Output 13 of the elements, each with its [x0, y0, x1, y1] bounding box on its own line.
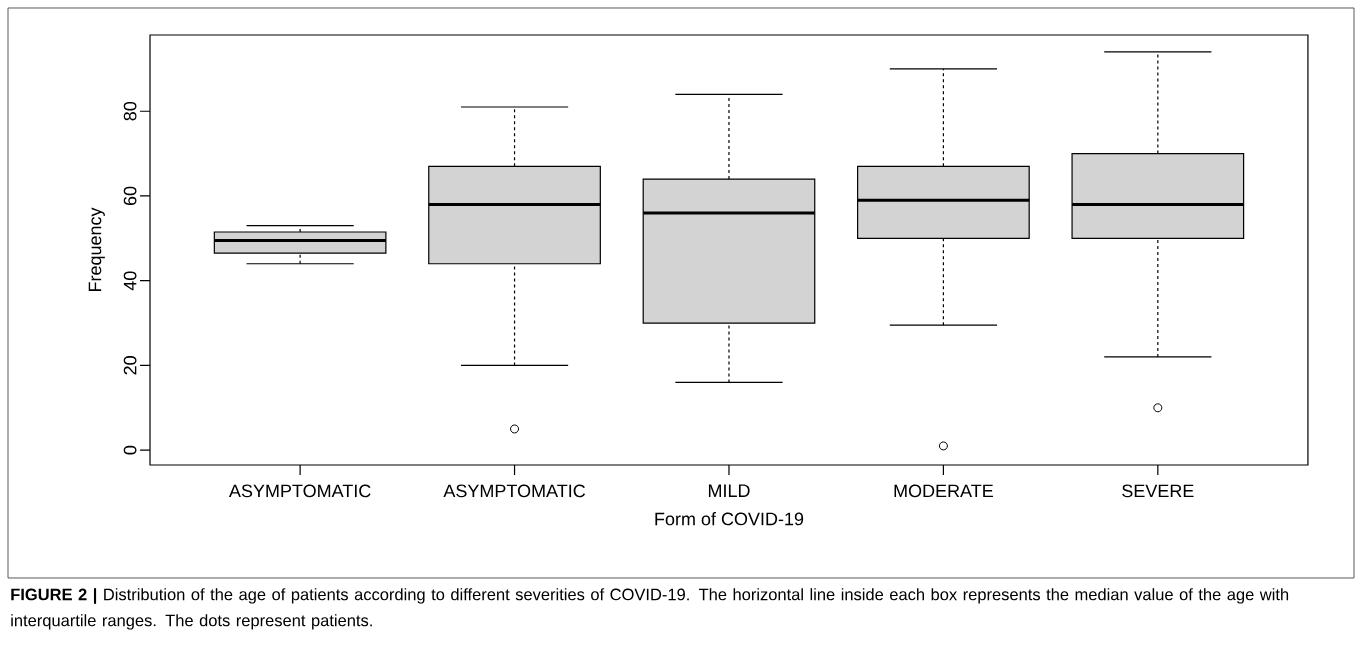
- y-axis-title: Frequency: [88, 207, 105, 292]
- y-tick-label: 80: [123, 101, 137, 121]
- y-tick-label: 0: [123, 445, 137, 455]
- y-tick-label: 20: [123, 356, 137, 375]
- text: FIGURE 2 | Distribution of the age of patients according to different severities of COVID-19. The horizontal line inside each box represents the median value of the age with interquartile ranges. The dots represent patients.: [11, 588, 1289, 630]
- y-tick-label: 40: [123, 271, 137, 291]
- x-tick-label: SEVERE: [1122, 484, 1194, 498]
- x-axis-title: Form of COVID-19: [655, 512, 804, 526]
- x-tick-label: MILD: [708, 484, 750, 497]
- x-tick-label: ASYMPTOMATIC: [228, 484, 371, 498]
- y-tick-label: 60: [123, 186, 137, 206]
- x-tick-label: ASYMPTOMATIC: [443, 484, 586, 498]
- x-tick-label: MODERATE: [894, 484, 993, 498]
